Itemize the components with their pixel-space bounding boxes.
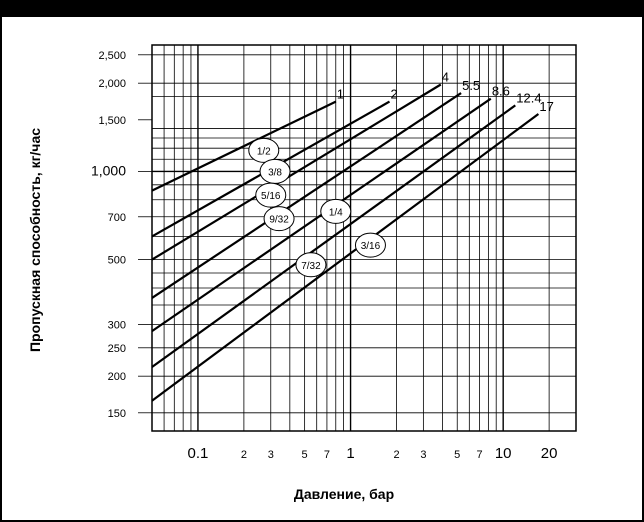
series-label-6: 17	[539, 99, 553, 114]
circle-label-1: 3/8	[268, 167, 282, 178]
circle-label-2: 5/16	[261, 191, 281, 202]
series-labels: 1 2 4 5.5 8.6 12.417	[337, 69, 554, 114]
series-line-2	[151, 83, 442, 261]
circle-label-0: 1/2	[257, 146, 271, 157]
circle-label-5: 7/32	[301, 261, 321, 272]
circle-marker-0	[248, 137, 280, 163]
circle-marker-3	[263, 206, 295, 232]
x-tick-label: 3	[420, 449, 426, 461]
y-tick-label: 250	[108, 343, 126, 355]
y-tick-label: 300	[108, 320, 126, 332]
series-label-0: 1	[337, 87, 344, 102]
circle-marker-6	[354, 232, 386, 258]
y-tick-labels: 150 200 250 300 500 700 1,000 1,500 2,000 2,500	[91, 50, 152, 420]
top-bar	[2, 2, 644, 17]
circle-label-4: 1/4	[329, 207, 343, 218]
series-line-6	[151, 113, 540, 402]
series-label-2: 4	[442, 69, 449, 84]
plot-border	[151, 44, 577, 432]
x-tick-label: 5	[454, 449, 460, 461]
x-tick-label: 0.1	[188, 445, 209, 462]
series-label-1: 2	[391, 87, 398, 102]
series-label-5: 12.4	[516, 90, 541, 105]
circle-marker-4	[320, 198, 352, 224]
x-tick-label: 7	[476, 449, 482, 461]
circle-marker-2	[255, 182, 287, 208]
y-tick-label: 700	[108, 212, 126, 224]
x-tick-label: 2	[241, 449, 247, 461]
circle-labels: 1/2 3/8 5/16 9/32 1/4 7/32 3/16	[248, 137, 386, 278]
y-tick-label: 150	[108, 408, 126, 420]
y-axis-label: Пропускная способность, кг/час	[27, 128, 43, 352]
x-tick-label: 2	[393, 449, 399, 461]
series-line-0	[151, 100, 337, 192]
circle-marker-5	[295, 252, 327, 278]
y-tick-label: 200	[108, 371, 126, 383]
y-tick-label: 1,000	[91, 162, 126, 178]
x-tick-label: 10	[495, 445, 512, 462]
y-tick-label: 500	[108, 255, 126, 267]
x-tick-label: 7	[324, 449, 330, 461]
series-label-3: 5.5	[462, 78, 480, 93]
circle-label-6: 3/16	[361, 241, 381, 252]
series-label-4: 8.6	[492, 84, 510, 99]
x-tick-labels: 0.1 2 3 5 7 1 2 3 5 7 10 20	[188, 445, 558, 462]
series-line-5	[151, 104, 516, 368]
series-lines	[151, 83, 540, 402]
y-tick-label: 1,500	[98, 115, 126, 127]
x-tick-label: 5	[302, 449, 308, 461]
y-tick-label: 2,000	[98, 78, 126, 90]
y-tick-label: 2,500	[98, 50, 126, 62]
circle-label-3: 9/32	[269, 215, 289, 226]
x-tick-label: 1	[346, 445, 354, 462]
x-tick-label: 3	[268, 449, 274, 461]
x-tick-label: 20	[541, 445, 558, 462]
x-axis-label: Давление, бар	[294, 486, 394, 502]
series-line-3	[151, 92, 462, 299]
